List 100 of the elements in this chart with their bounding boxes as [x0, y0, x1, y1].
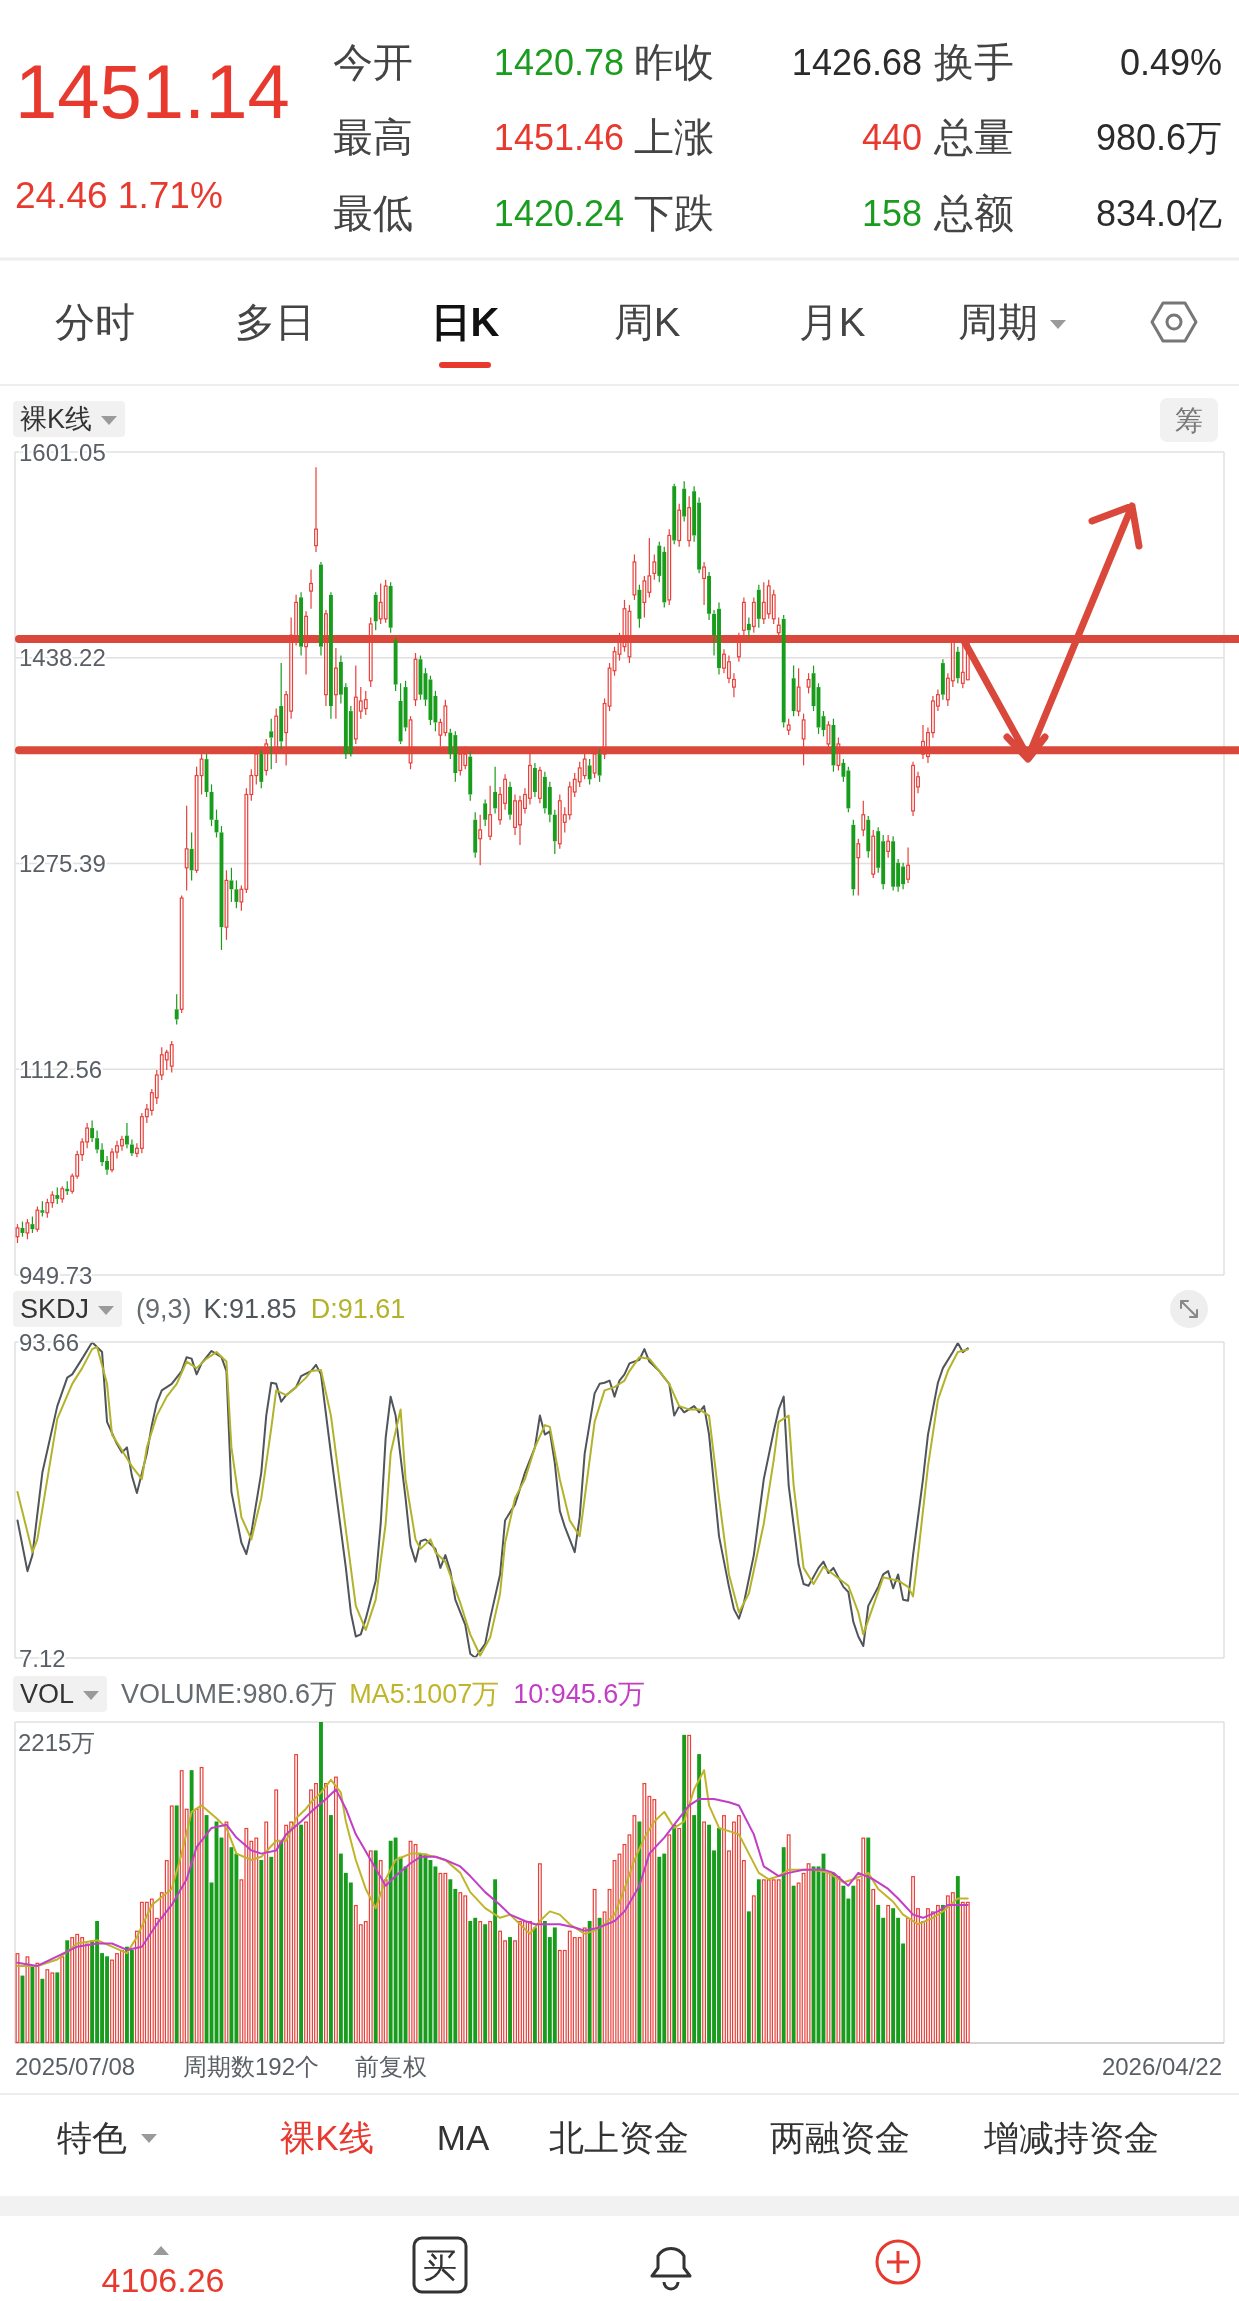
bar: [229, 1847, 234, 2043]
bar: [791, 1885, 796, 2043]
bar: [199, 1766, 204, 2043]
bar: [35, 1962, 40, 2043]
text: 今开: [333, 40, 413, 84]
bar: [483, 1924, 488, 2043]
bar: [831, 1872, 836, 2043]
bar: [935, 1904, 940, 2043]
bar: [70, 1937, 75, 2043]
bar: [751, 1895, 756, 2043]
bar: [687, 1734, 692, 2043]
text: 0.49%: [1119, 41, 1222, 83]
bar: [836, 1876, 841, 2043]
y-tick-label: 1601.05: [19, 438, 106, 466]
bar: [478, 1921, 483, 2043]
text: 分时: [55, 300, 135, 344]
candlestick: [731, 672, 736, 698]
bar: [667, 1834, 672, 2043]
text: 买: [423, 2246, 457, 2284]
text: 裸K线: [280, 2117, 374, 2157]
bar: [866, 1837, 871, 2043]
bar: [448, 1879, 453, 2043]
candlestick: [741, 596, 746, 636]
bar: [368, 1850, 373, 2043]
bar: [955, 1876, 960, 2043]
candlestick: [707, 571, 711, 621]
bar: [279, 1840, 284, 2043]
bar: [40, 1978, 45, 2043]
bar: [328, 1815, 333, 2043]
bar: [299, 1824, 304, 2043]
text: MA: [436, 2117, 490, 2157]
text: 总额: [933, 191, 1014, 235]
text: 换手: [934, 40, 1014, 84]
text: 1426.68: [791, 41, 922, 83]
y-tick-label: 1112.56: [19, 1055, 103, 1083]
bar: [781, 1847, 786, 2043]
candlestick: [184, 805, 189, 892]
bar: [324, 1782, 328, 2043]
candlestick: [125, 1122, 129, 1149]
text: 日K: [430, 300, 500, 344]
bar: [886, 1904, 891, 2043]
bar: [65, 1940, 70, 2043]
text: 多日: [235, 300, 315, 344]
chart-subtitle: VOLUME:980.6万: [121, 1679, 338, 1709]
bar: [493, 1879, 498, 2043]
text: 4106.26: [101, 2261, 225, 2299]
text: 1451.14: [15, 48, 290, 134]
text: 1451.46: [493, 116, 624, 158]
candlestick: [493, 766, 498, 815]
bar: [587, 1921, 592, 2043]
candlestick: [309, 568, 313, 610]
text: 最高: [333, 115, 413, 159]
text: 1420.24: [493, 192, 624, 234]
y-tick-label: 1275.39: [19, 850, 106, 877]
bar: [677, 1827, 682, 2043]
text: 2025/07/08: [15, 2052, 136, 2080]
bar: [30, 1965, 35, 2043]
bar: [25, 1956, 30, 2043]
bar: [597, 1917, 602, 2043]
bar: [169, 1805, 174, 2043]
bar: [438, 1872, 443, 2043]
text: 24.46 1.71%: [15, 174, 223, 216]
text: 北上资金: [549, 2117, 689, 2157]
bar: [373, 1850, 378, 2043]
bar: [642, 1782, 647, 2043]
bar: [189, 1770, 194, 2043]
candlestick: [324, 609, 328, 707]
bar: [259, 1860, 264, 2043]
text: 1420.78: [493, 41, 624, 83]
candlestick: [702, 561, 707, 606]
bar: [15, 1953, 20, 2043]
y-tick-label: 1438.22: [19, 644, 106, 672]
bar: [702, 1821, 707, 2043]
bar: [60, 1956, 65, 2043]
series-label: D:91.61: [310, 1294, 406, 1324]
bar: [746, 1911, 751, 2043]
text: 前复权: [355, 2052, 427, 2080]
bar: [224, 1821, 229, 2043]
candlestick: [304, 610, 308, 676]
text: 周期数192个: [183, 2052, 320, 2080]
candlestick: [100, 1142, 105, 1167]
chart-title: VOL: [20, 1679, 75, 1709]
bar: [174, 1805, 179, 2043]
bar: [319, 1722, 323, 2043]
chart-title: 裸K线: [20, 404, 93, 434]
bar: [756, 1879, 761, 2043]
text: 周K: [613, 300, 681, 344]
text: 上涨: [634, 115, 714, 159]
candlestick: [328, 591, 333, 720]
candlestick: [299, 591, 304, 657]
bar: [786, 1834, 791, 2043]
bar: [841, 1885, 846, 2043]
text: 周期: [958, 300, 1038, 344]
bar: [508, 1937, 512, 2043]
candlestick: [940, 658, 945, 701]
text: 834.0亿: [1095, 192, 1222, 234]
text: 总量: [933, 115, 1014, 159]
chart-title: SKDJ: [20, 1294, 90, 1324]
bar: [458, 1892, 463, 2043]
bar: [532, 1927, 537, 2043]
